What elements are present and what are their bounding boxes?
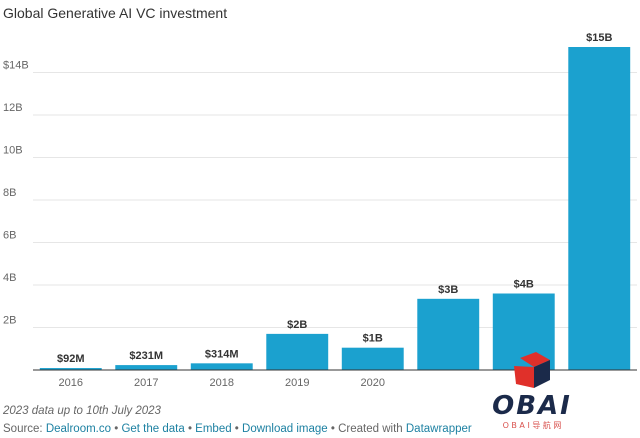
- watermark-text: OBAI: [492, 391, 572, 421]
- bar: [417, 298, 480, 370]
- y-tick-label: 4B: [3, 272, 16, 284]
- source-link[interactable]: Dealroom.co: [45, 423, 112, 435]
- data-label: $1B: [363, 333, 383, 345]
- bar-chart: 2B 4B 6B 8B 10B 12B $14B $92M 2016 $231M 2017 $314M…: [3, 32, 637, 389]
- data-label: $4B: [514, 279, 534, 291]
- y-tick-label: 2B: [3, 315, 16, 327]
- separator: •: [184, 423, 196, 435]
- datawrapper-link[interactable]: Datawrapper: [405, 423, 472, 435]
- separator: •: [111, 423, 122, 435]
- x-tick-label: 2017: [134, 377, 158, 389]
- data-label: $92M: [57, 353, 85, 365]
- chart-title: Global Generative AI VC investment: [3, 5, 228, 21]
- source-line: Source: Dealroom.co • Get the data • Emb…: [3, 423, 472, 435]
- data-label: $231M: [129, 350, 163, 362]
- bar: [115, 365, 178, 370]
- x-tick-label: 2016: [59, 377, 83, 389]
- y-tick-label: 6B: [3, 230, 16, 242]
- y-tick-label: 10B: [3, 145, 23, 157]
- data-label: $3B: [438, 284, 458, 296]
- bar: [341, 347, 404, 370]
- bar: [266, 333, 329, 370]
- x-tick-label: 2018: [210, 377, 234, 389]
- data-label: $314M: [205, 348, 239, 360]
- y-tick-label: $14B: [3, 60, 29, 72]
- get-data-link[interactable]: Get the data: [121, 423, 185, 435]
- bar: [39, 368, 102, 370]
- source-prefix: Source:: [3, 423, 46, 435]
- separator: • Created with: [327, 423, 406, 435]
- y-tick-label: 8B: [3, 187, 16, 199]
- bar: [568, 47, 631, 370]
- x-tick-label: 2019: [285, 377, 309, 389]
- data-label: $2B: [287, 319, 307, 331]
- watermark-subtext: O B A I 导 航 网: [503, 420, 562, 430]
- y-tick-label: 12B: [3, 102, 23, 114]
- embed-link[interactable]: Embed: [195, 423, 232, 435]
- x-tick-label: 2020: [361, 377, 385, 389]
- footnote: 2023 data up to 10th July 2023: [3, 405, 161, 417]
- download-image-link[interactable]: Download image: [242, 423, 328, 435]
- bar: [190, 363, 253, 370]
- separator: •: [231, 423, 243, 435]
- data-label: $15B: [586, 32, 612, 44]
- cube-icon: [514, 352, 550, 388]
- obai-watermark-logo: OBAI O B A I 导 航 网: [492, 352, 572, 430]
